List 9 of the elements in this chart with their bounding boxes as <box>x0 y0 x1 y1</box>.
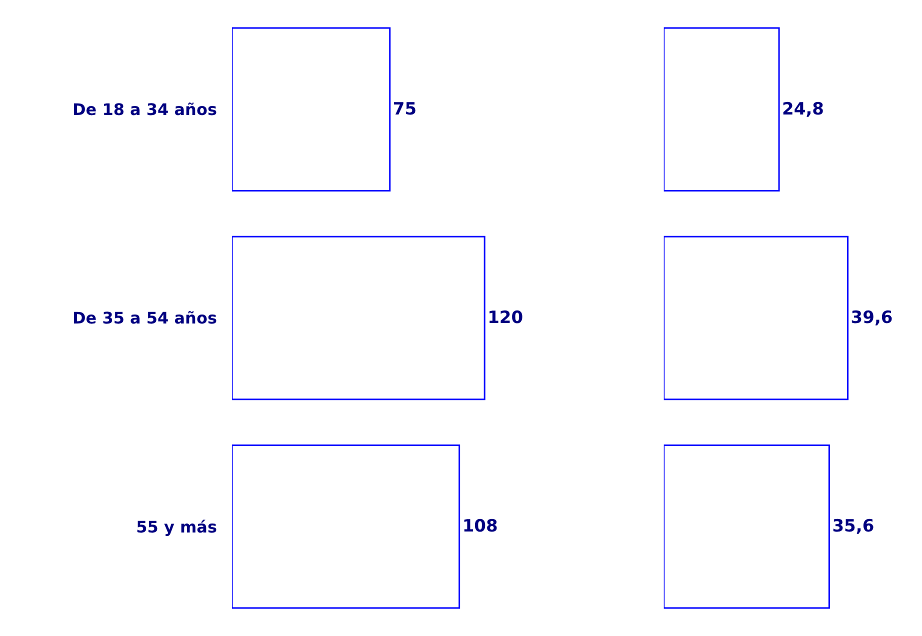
data-label: 108 <box>462 516 498 537</box>
data-label: 39,6 <box>850 308 893 328</box>
data-label: 75 <box>392 99 417 120</box>
data-label: 120 <box>488 308 524 328</box>
y-tick-label: 55 y más <box>136 517 217 536</box>
data-label: 35,6 <box>832 516 874 537</box>
data-label: 24,8 <box>782 99 824 120</box>
y-tick-label: De 35 a 54 años <box>72 308 217 328</box>
y-tick-label: De 18 a 34 años <box>72 100 217 119</box>
